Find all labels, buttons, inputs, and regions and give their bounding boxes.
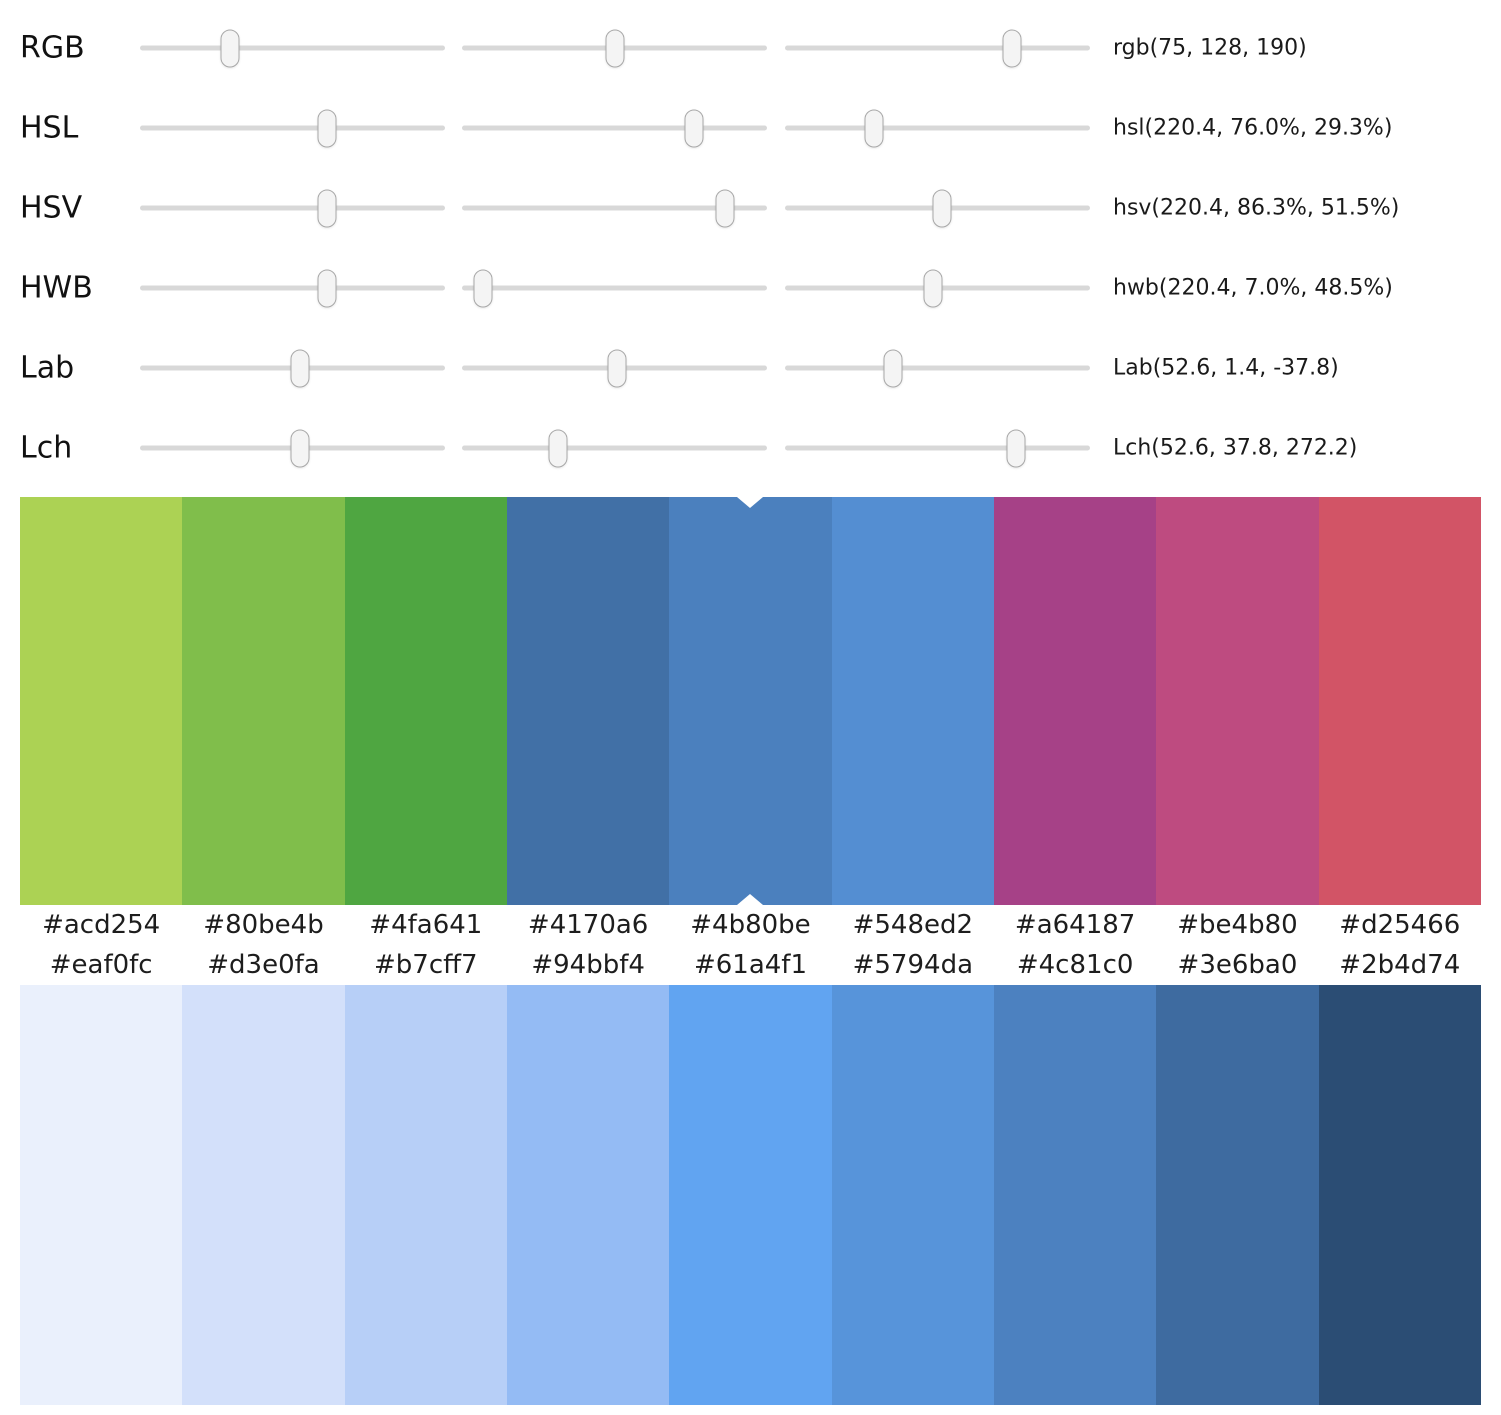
slider-thumb-lch-lightness[interactable] [290,429,310,467]
hue-hex-label-0: #acd254 [42,910,161,940]
lightness-hex-label-4: #61a4f1 [693,950,807,980]
hue-swatch-4-selected[interactable] [669,497,832,905]
slider-thumb-hsl-lightness[interactable] [864,109,884,147]
slider-thumb-rgb-red[interactable] [220,29,240,67]
color-value-lab: Lab(52.6, 1.4, -37.8) [1113,355,1339,381]
slider-track-lab-b[interactable] [785,349,1090,387]
lightness-palette [20,985,1481,1405]
lightness-hex-label-5: #5794da [852,950,973,980]
slider-thumb-hsv-value[interactable] [932,189,952,227]
colorspace-label-hwb: HWB [20,270,93,306]
lightness-hex-label-3: #94bbf4 [531,950,645,980]
slider-track-lch-chroma[interactable] [462,429,767,467]
slider-row-lch: Lch Lch(52.6, 37.8, 272.2) [0,408,1501,488]
slider-row-rgb: RGB rgb(75, 128, 190) [0,8,1501,88]
color-value-hwb: hwb(220.4, 7.0%, 48.5%) [1113,275,1393,301]
selected-swatch-notch-top-icon [737,497,764,508]
slider-track-hsl-lightness[interactable] [785,109,1090,147]
lightness-hex-label-7: #3e6ba0 [1177,950,1298,980]
lightness-hex-labels: #eaf0fc #d3e0fa #b7cff7 #94bbf4 #61a4f1 … [20,945,1481,985]
slider-track-hsl-saturation[interactable] [462,109,767,147]
hue-swatch-0[interactable] [20,497,183,905]
slider-track-hsv-saturation[interactable] [462,189,767,227]
colorspace-label-lab: Lab [20,350,75,386]
lightness-swatch-4[interactable] [669,985,832,1405]
lightness-swatch-1[interactable] [182,985,345,1405]
slider-thumb-hsl-saturation[interactable] [684,109,704,147]
hue-hex-label-4: #4b80be [690,910,811,940]
slider-track-lab-a[interactable] [462,349,767,387]
slider-thumb-hsv-saturation[interactable] [715,189,735,227]
slider-track-hwb-whiteness[interactable] [462,269,767,307]
hue-swatch-2[interactable] [344,497,507,905]
slider-track-hsv-value[interactable] [785,189,1090,227]
slider-thumb-lch-hue[interactable] [1006,429,1026,467]
slider-track-rgb-red[interactable] [140,29,445,67]
hue-swatch-5[interactable] [831,497,994,905]
hue-hex-label-6: #a64187 [1014,910,1136,940]
lightness-swatch-0[interactable] [20,985,183,1405]
slider-thumb-hwb-hue[interactable] [317,269,337,307]
lightness-hex-label-8: #2b4d74 [1339,950,1461,980]
hue-swatch-7[interactable] [1156,497,1319,905]
color-value-hsl: hsl(220.4, 76.0%, 29.3%) [1113,115,1393,141]
slider-track-lab-lightness[interactable] [140,349,445,387]
colorspace-label-hsl: HSL [20,110,79,146]
color-sliders-panel: RGB rgb(75, 128, 190) HSL hsl(220.4, 76.… [0,0,1501,488]
slider-track-lch-hue[interactable] [785,429,1090,467]
slider-track-hsl-hue[interactable] [140,109,445,147]
hue-hex-label-8: #d25466 [1339,910,1461,940]
hue-hex-labels: #acd254 #80be4b #4fa641 #4170a6 #4b80be … [20,905,1481,945]
slider-thumb-rgb-green[interactable] [605,29,625,67]
slider-thumb-rgb-blue[interactable] [1002,29,1022,67]
lightness-swatch-3[interactable] [506,985,670,1405]
slider-thumb-hsl-hue[interactable] [317,109,337,147]
selected-swatch-notch-bottom-icon [737,894,764,905]
lightness-hex-label-2: #b7cff7 [374,950,478,980]
hue-hex-label-1: #80be4b [203,910,324,940]
hue-hex-label-2: #4fa641 [369,910,483,940]
slider-thumb-hwb-whiteness[interactable] [473,269,493,307]
slider-track-rgb-green[interactable] [462,29,767,67]
lightness-swatch-7[interactable] [1156,985,1319,1405]
slider-thumb-lab-lightness[interactable] [290,349,310,387]
slider-thumb-lab-a[interactable] [607,349,627,387]
slider-track-hsv-hue[interactable] [140,189,445,227]
slider-row-hsl: HSL hsl(220.4, 76.0%, 29.3%) [0,88,1501,168]
color-value-hsv: hsv(220.4, 86.3%, 51.5%) [1113,195,1400,221]
hue-swatch-6[interactable] [993,497,1157,905]
lightness-hex-label-6: #4c81c0 [1016,950,1134,980]
lightness-swatch-2[interactable] [344,985,507,1405]
color-value-lch: Lch(52.6, 37.8, 272.2) [1113,435,1358,461]
slider-row-lab: Lab Lab(52.6, 1.4, -37.8) [0,328,1501,408]
lightness-swatch-5[interactable] [831,985,994,1405]
lightness-swatch-8[interactable] [1318,985,1481,1405]
slider-track-lch-lightness[interactable] [140,429,445,467]
lightness-hex-label-1: #d3e0fa [207,950,320,980]
slider-track-hwb-hue[interactable] [140,269,445,307]
slider-thumb-hsv-hue[interactable] [317,189,337,227]
slider-track-hwb-blackness[interactable] [785,269,1090,307]
slider-row-hwb: HWB hwb(220.4, 7.0%, 48.5%) [0,248,1501,328]
lightness-hex-label-0: #eaf0fc [49,950,153,980]
colorspace-label-rgb: RGB [20,30,85,66]
slider-thumb-lab-b[interactable] [883,349,903,387]
hue-hex-label-7: #be4b80 [1177,910,1298,940]
slider-track-rgb-blue[interactable] [785,29,1090,67]
slider-thumb-hwb-blackness[interactable] [923,269,943,307]
hue-palette [20,497,1481,905]
slider-row-hsv: HSV hsv(220.4, 86.3%, 51.5%) [0,168,1501,248]
colorspace-label-hsv: HSV [20,190,83,226]
colorspace-label-lch: Lch [20,430,73,466]
color-value-rgb: rgb(75, 128, 190) [1113,35,1307,61]
slider-thumb-lch-chroma[interactable] [548,429,568,467]
hue-swatch-1[interactable] [182,497,345,905]
lightness-swatch-6[interactable] [993,985,1157,1405]
hue-hex-label-5: #548ed2 [852,910,974,940]
hue-swatch-8[interactable] [1318,497,1481,905]
hue-hex-label-3: #4170a6 [527,910,649,940]
hue-swatch-3[interactable] [506,497,670,905]
